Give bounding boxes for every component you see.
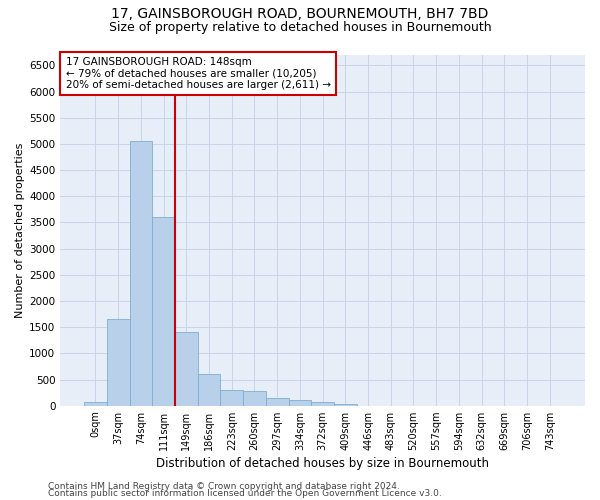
Bar	[243, 390, 266, 406]
Bar	[130, 141, 152, 406]
Bar	[289, 400, 311, 406]
Bar	[107, 320, 130, 406]
X-axis label: Distribution of detached houses by size in Bournemouth: Distribution of detached houses by size …	[156, 457, 489, 470]
Bar	[84, 402, 107, 406]
Bar	[220, 390, 243, 406]
Bar	[198, 374, 220, 406]
Bar	[175, 332, 198, 406]
Y-axis label: Number of detached properties: Number of detached properties	[15, 142, 25, 318]
Text: 17 GAINSBOROUGH ROAD: 148sqm
← 79% of detached houses are smaller (10,205)
20% o: 17 GAINSBOROUGH ROAD: 148sqm ← 79% of de…	[65, 57, 331, 90]
Text: Contains public sector information licensed under the Open Government Licence v3: Contains public sector information licen…	[48, 490, 442, 498]
Text: 17, GAINSBOROUGH ROAD, BOURNEMOUTH, BH7 7BD: 17, GAINSBOROUGH ROAD, BOURNEMOUTH, BH7 …	[112, 8, 488, 22]
Text: Contains HM Land Registry data © Crown copyright and database right 2024.: Contains HM Land Registry data © Crown c…	[48, 482, 400, 491]
Bar	[152, 218, 175, 406]
Bar	[266, 398, 289, 406]
Text: Size of property relative to detached houses in Bournemouth: Size of property relative to detached ho…	[109, 22, 491, 35]
Bar	[334, 404, 357, 406]
Bar	[311, 402, 334, 406]
